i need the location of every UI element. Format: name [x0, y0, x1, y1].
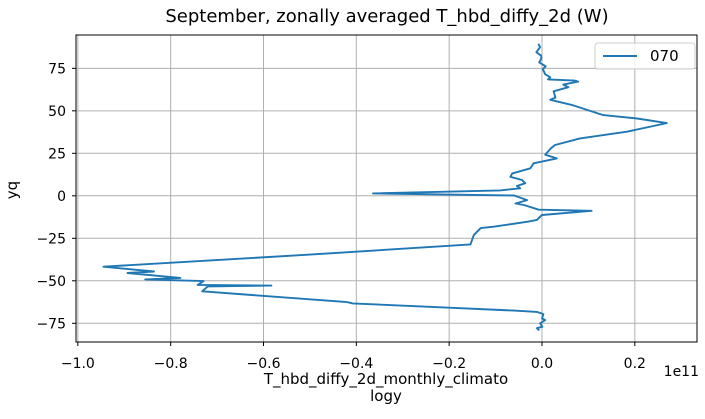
- x-tick-label: −1.0: [61, 356, 95, 372]
- y-tick-label: 50: [48, 104, 66, 120]
- x-tick-label: −0.8: [154, 356, 188, 372]
- chart-title: September, zonally averaged T_hbd_diffy_…: [165, 6, 608, 27]
- y-axis-ticks: [72, 67, 76, 324]
- x-axis-offset-text: 1e11: [664, 364, 699, 380]
- y-tick-label: 75: [48, 61, 66, 77]
- gridlines: [76, 35, 697, 342]
- y-axis-label: yq: [3, 181, 21, 199]
- x-tick-label: 0.0: [531, 356, 553, 372]
- x-axis-label-line1: T_hbd_diffy_2d_monthly_climato: [263, 370, 508, 389]
- y-tick-label: −75: [36, 316, 66, 332]
- series-line-070: [102, 43, 668, 331]
- x-axis-label-line2: logy: [370, 387, 402, 405]
- x-axis-ticks: [77, 342, 636, 346]
- legend: 070: [594, 42, 696, 70]
- y-tick-label: −25: [36, 231, 66, 247]
- y-tick-label: 25: [48, 146, 66, 162]
- plot-border: [75, 34, 698, 343]
- x-tick-label: −0.2: [432, 356, 466, 372]
- legend-box: [594, 42, 696, 70]
- x-tick-label: −0.6: [247, 356, 281, 372]
- y-tick-label: 0: [57, 189, 66, 205]
- x-tick-labels: −1.0 −0.8 −0.6 −0.4 −0.2 0.0 0.2: [61, 356, 646, 372]
- x-tick-label: 0.2: [624, 356, 646, 372]
- y-tick-labels: 75 50 25 0 −25 −50 −75: [36, 61, 66, 332]
- legend-entry-label: 070: [650, 47, 679, 65]
- x-tick-label: −0.4: [339, 356, 373, 372]
- y-tick-label: −50: [36, 274, 66, 290]
